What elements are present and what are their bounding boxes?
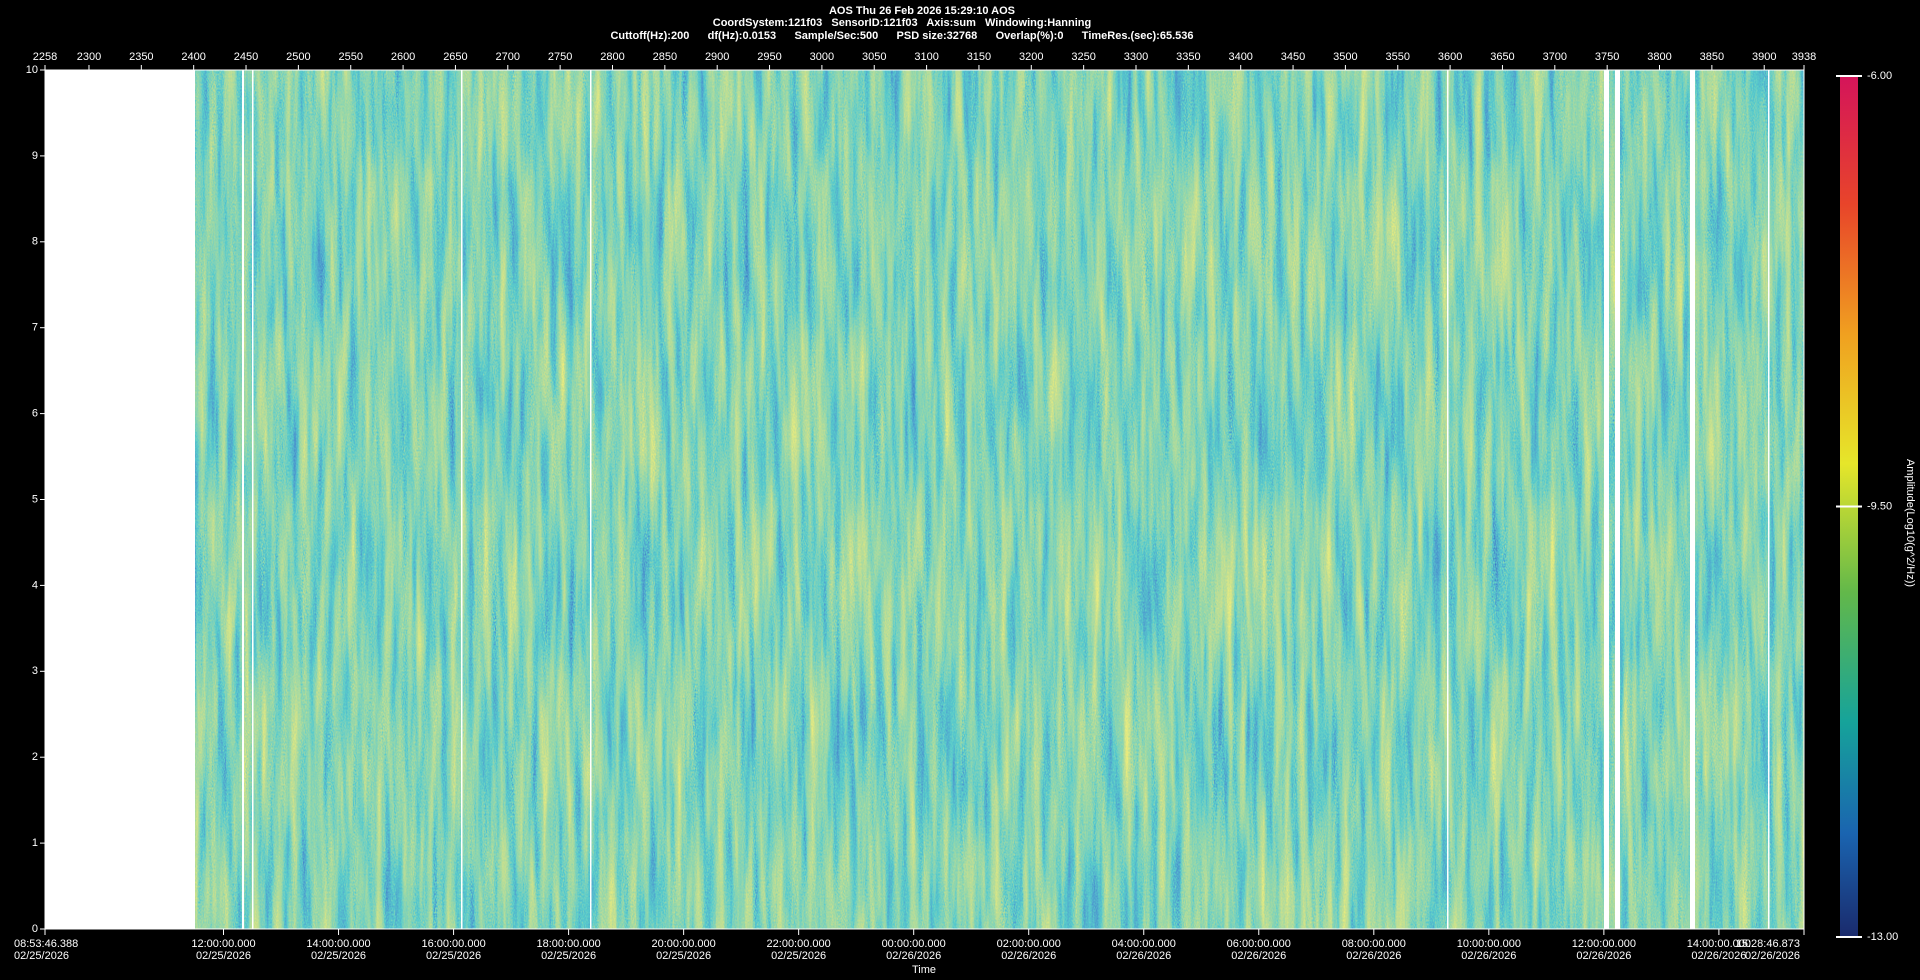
- top-tick-label: 2258: [33, 51, 57, 63]
- y-tick-label: 0: [32, 923, 38, 935]
- top-tick-label: 2450: [234, 51, 258, 63]
- data-gaps: [242, 70, 1770, 929]
- gap: [590, 70, 592, 929]
- gap: [242, 70, 244, 929]
- y-tick-label: 6: [32, 408, 38, 420]
- top-tick-label: 3450: [1281, 51, 1305, 63]
- x-tick-date: 02/26/2026: [1346, 950, 1401, 962]
- x-tick-label: 14:00:00.000: [306, 938, 370, 950]
- x-tick-label: 20:00:00.000: [652, 938, 716, 950]
- top-tick-label: 3350: [1176, 51, 1200, 63]
- top-tick-label: 2300: [77, 51, 101, 63]
- x-tick-label: 08:00:00.000: [1342, 938, 1406, 950]
- gap: [1615, 70, 1620, 929]
- top-tick-label: 3750: [1595, 51, 1619, 63]
- x-tick-label: 04:00:00.000: [1112, 938, 1176, 950]
- x-tick-label: 15:28:46.873: [1736, 938, 1800, 950]
- x-tick-label: 12:00:00.000: [191, 938, 255, 950]
- top-tick-label: 3050: [862, 51, 886, 63]
- top-tick-label: 3700: [1543, 51, 1567, 63]
- top-tick-label: 3200: [1019, 51, 1043, 63]
- x-tick-date: 02/25/2026: [426, 950, 481, 962]
- top-tick-label: 3550: [1386, 51, 1410, 63]
- colorbar-tick-label: -6.00: [1867, 70, 1892, 82]
- x-tick-label: 18:00:00.000: [536, 938, 600, 950]
- top-tick-label: 3900: [1752, 51, 1776, 63]
- y-tick-label: 4: [32, 579, 38, 591]
- y-tick-label: 9: [32, 150, 38, 162]
- gap: [461, 70, 463, 929]
- x-tick-date: 02/26/2026: [1116, 950, 1171, 962]
- top-tick-label: 2750: [548, 51, 572, 63]
- gap: [1604, 70, 1609, 929]
- top-tick-label: 3850: [1700, 51, 1724, 63]
- x-tick-label: 00:00:00.000: [882, 938, 946, 950]
- x-tick-date: 02/25/2026: [541, 950, 596, 962]
- x-tick-date: 02/26/2026: [1461, 950, 1516, 962]
- top-tick-label: 3100: [914, 51, 938, 63]
- x-tick-date: 02/26/2026: [1231, 950, 1286, 962]
- x-tick-label: 12:00:00.000: [1572, 938, 1636, 950]
- top-tick-label: 3400: [1228, 51, 1252, 63]
- x-tick-label: 10:00:00.000: [1457, 938, 1521, 950]
- gap: [252, 70, 254, 929]
- x-tick-label: 16:00:00.000: [421, 938, 485, 950]
- top-tick-label: 3500: [1333, 51, 1357, 63]
- x-tick-label: 08:53:46.388: [14, 938, 78, 950]
- top-tick-label: 2400: [181, 51, 205, 63]
- top-tick-label: 2650: [443, 51, 467, 63]
- top-tick-label: 2700: [496, 51, 520, 63]
- x-tick-date: 02/25/2026: [311, 950, 366, 962]
- chart-info: Cuttoff(Hz):200 df(Hz):0.0153 Sample/Sec…: [610, 30, 1193, 42]
- x-tick-date: 02/26/2026: [1001, 950, 1056, 962]
- colorbar-label: Amplitude(Log10(g^2/Hz)): [1904, 459, 1916, 587]
- x-tick-date: 02/26/2026: [1691, 950, 1746, 962]
- top-tick-label: 2950: [757, 51, 781, 63]
- colorbar-tick-label: -9.50: [1867, 500, 1892, 512]
- top-tick-label: 3800: [1647, 51, 1671, 63]
- colorbar-tick-label: -13.00: [1867, 931, 1898, 943]
- top-tick-label: 2500: [286, 51, 310, 63]
- y-tick-label: 2: [32, 751, 38, 763]
- x-tick-label: 06:00:00.000: [1227, 938, 1291, 950]
- y-tick-label: 8: [32, 236, 38, 248]
- gap: [1690, 70, 1695, 929]
- x-tick-date: 02/25/2026: [14, 950, 69, 962]
- top-tick-label: 3250: [1071, 51, 1095, 63]
- top-tick-label: 3000: [810, 51, 834, 63]
- y-tick-label: 10: [26, 64, 38, 76]
- top-tick-label: 3150: [967, 51, 991, 63]
- y-tick-label: 1: [32, 837, 38, 849]
- top-tick-label: 3300: [1124, 51, 1148, 63]
- x-tick-date: 02/26/2026: [886, 950, 941, 962]
- top-tick-label: 2850: [653, 51, 677, 63]
- top-tick-label: 3938: [1792, 51, 1816, 63]
- chart-subtitle: CoordSystem:121f03 SensorID:121f03 Axis:…: [713, 17, 1091, 29]
- top-tick-label: 2900: [705, 51, 729, 63]
- top-tick-label: 3600: [1438, 51, 1462, 63]
- top-tick-label: 3650: [1490, 51, 1514, 63]
- x-axis-label: Time: [912, 964, 936, 976]
- x-tick-date: 02/26/2026: [1576, 950, 1631, 962]
- spectrogram-image: [195, 70, 1804, 929]
- top-tick-label: 2800: [600, 51, 624, 63]
- x-tick-label: 22:00:00.000: [767, 938, 831, 950]
- x-tick-date: 02/25/2026: [196, 950, 251, 962]
- top-tick-label: 2600: [391, 51, 415, 63]
- y-tick-label: 7: [32, 322, 38, 334]
- x-tick-date: 02/25/2026: [771, 950, 826, 962]
- x-tick-label: 14:00:00.000: [1687, 938, 1751, 950]
- gap: [1447, 70, 1449, 929]
- top-tick-label: 2350: [129, 51, 153, 63]
- y-tick-label: 5: [32, 493, 38, 505]
- y-tick-label: 3: [32, 665, 38, 677]
- chart-title: AOS Thu 26 Feb 2026 15:29:10 AOS: [829, 5, 1015, 17]
- x-tick-label: 02:00:00.000: [997, 938, 1061, 950]
- x-tick-date: 02/26/2026: [1745, 950, 1800, 962]
- top-tick-label: 2550: [338, 51, 362, 63]
- x-tick-date: 02/25/2026: [656, 950, 711, 962]
- gap: [1768, 70, 1770, 929]
